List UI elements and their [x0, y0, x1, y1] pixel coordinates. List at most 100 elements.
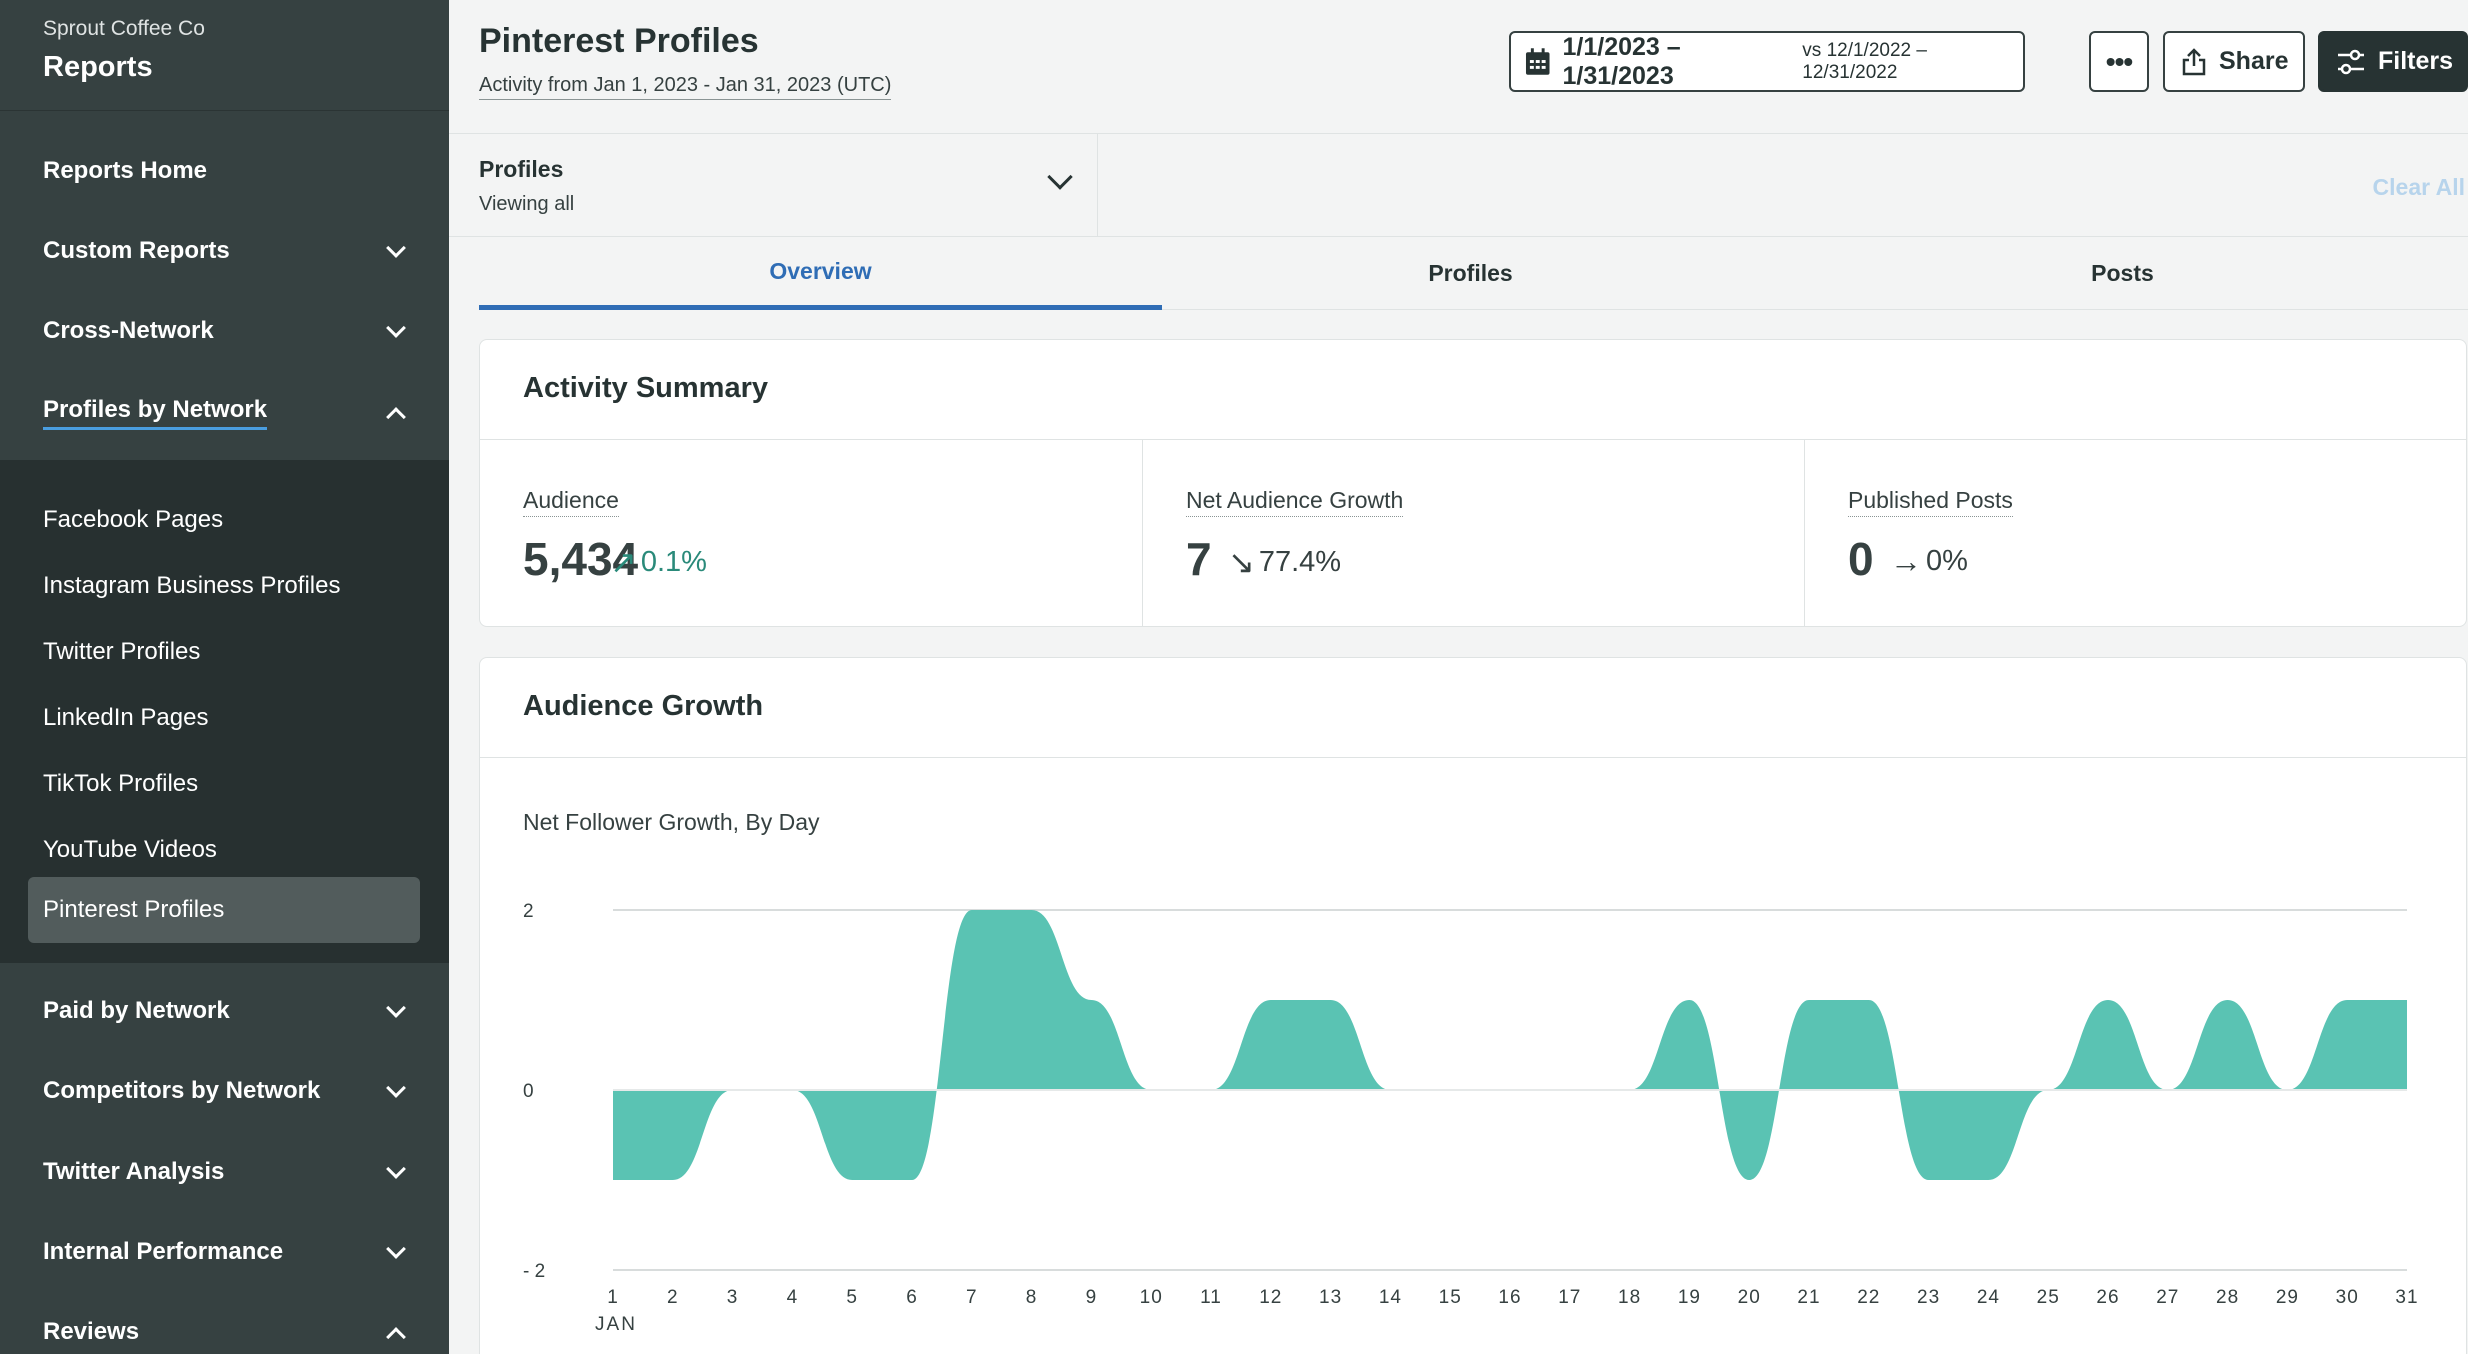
- activity-summary-title: Activity Summary: [523, 372, 768, 404]
- trend-down-icon: ↘: [1228, 544, 1255, 580]
- x-tick-label: 6: [906, 1287, 918, 1308]
- stat-audience: Audience 5,434 ↗ 0.1%: [480, 440, 1142, 627]
- chevron-up-icon: [386, 1327, 406, 1347]
- sidebar-subitem-tiktok-profiles[interactable]: TikTok Profiles: [43, 770, 199, 797]
- sidebar-subitem-pinterest-profiles[interactable]: Pinterest Profiles: [28, 877, 420, 943]
- chevron-down-icon: [386, 1239, 406, 1259]
- x-tick-label: 12: [1259, 1287, 1282, 1308]
- report-tabs: Overview Profiles Posts: [479, 237, 2468, 310]
- more-options-button[interactable]: •••: [2089, 31, 2149, 92]
- sidebar: Sprout Coffee Co Reports Reports Home Cu…: [0, 0, 449, 1354]
- sidebar-item-twitter-analysis[interactable]: Twitter Analysis: [43, 1153, 409, 1193]
- x-tick-label: 14: [1379, 1287, 1402, 1308]
- sidebar-item-profiles-by-network[interactable]: Profiles by Network: [43, 393, 409, 433]
- y-tick-label: 2: [523, 901, 534, 922]
- x-tick-label: 21: [1797, 1287, 1820, 1308]
- org-name: Sprout Coffee Co: [43, 17, 205, 40]
- x-tick-label: 11: [1200, 1287, 1222, 1308]
- stat-published-posts: Published Posts 0 → 0%: [1804, 440, 2466, 627]
- sidebar-item-label: Twitter Analysis: [43, 1157, 225, 1185]
- date-range-button[interactable]: 1/1/2023 – 1/31/2023 vs 12/1/2022 – 12/3…: [1509, 31, 2025, 92]
- x-tick-label: 9: [1086, 1287, 1098, 1308]
- sidebar-item-reports-home[interactable]: Reports Home: [43, 152, 409, 192]
- main-content: Pinterest Profiles Activity from Jan 1, …: [449, 0, 2468, 1354]
- profiles-filter-dropdown[interactable]: Profiles Viewing all: [449, 134, 1098, 236]
- trend-flat-icon: →: [1890, 543, 1922, 579]
- audience-growth-title: Audience Growth: [523, 690, 764, 722]
- sidebar-item-internal-performance[interactable]: Internal Performance: [43, 1233, 409, 1273]
- filters-label: Filters: [2378, 47, 2454, 75]
- sidebar-subitem-linkedin-pages[interactable]: LinkedIn Pages: [43, 704, 209, 731]
- tab-profiles[interactable]: Profiles: [1428, 260, 1513, 286]
- profiles-filter-value: Viewing all: [479, 193, 575, 215]
- chevron-down-icon: [386, 1159, 406, 1179]
- x-tick-label: 7: [966, 1287, 978, 1308]
- sidebar-subitem-twitter-profiles[interactable]: Twitter Profiles: [43, 638, 201, 665]
- series-area: [613, 910, 2407, 1180]
- stat-change: ↘ 77.4%: [1228, 543, 1341, 581]
- compare-range-label: vs 12/1/2022 – 12/31/2022: [1802, 39, 1927, 83]
- x-tick-label: 17: [1558, 1287, 1581, 1308]
- stat-change-value: 0%: [1926, 545, 1968, 577]
- sidebar-subitem-facebook-pages[interactable]: Facebook Pages: [43, 506, 224, 533]
- x-tick-label: 18: [1618, 1287, 1641, 1308]
- x-tick-label: 25: [2037, 1287, 2060, 1308]
- y-tick-label: - 2: [523, 1261, 545, 1282]
- x-tick-label: 4: [787, 1287, 799, 1308]
- sidebar-header: Sprout Coffee Co Reports: [0, 0, 449, 111]
- share-label: Share: [2219, 47, 2289, 75]
- page-subtitle: Activity from Jan 1, 2023 - Jan 31, 2023…: [479, 74, 892, 100]
- sidebar-item-custom-reports[interactable]: Custom Reports: [43, 232, 409, 272]
- x-tick-label: 22: [1857, 1287, 1880, 1308]
- profiles-filter-label: Profiles: [479, 156, 564, 182]
- sidebar-item-label: Cross-Network: [43, 316, 214, 344]
- stat-value: 5,434: [523, 533, 639, 585]
- x-tick-label: 19: [1678, 1287, 1701, 1308]
- stat-label[interactable]: Net Audience Growth: [1186, 487, 1404, 517]
- sidebar-title: Reports: [43, 51, 153, 83]
- chevron-down-icon: [386, 238, 406, 258]
- x-tick-label: 24: [1977, 1287, 2000, 1308]
- sidebar-item-label: Reviews: [43, 1317, 140, 1345]
- x-tick-label: 16: [1498, 1287, 1521, 1308]
- x-tick-label: 26: [2096, 1287, 2119, 1308]
- filters-button[interactable]: Filters: [2318, 31, 2468, 92]
- sidebar-item-label: Internal Performance: [43, 1237, 284, 1265]
- filter-bar: Profiles Viewing all Clear All: [449, 133, 2468, 237]
- stat-value: 7: [1186, 533, 1212, 585]
- sidebar-item-competitors-by-network[interactable]: Competitors by Network: [43, 1072, 409, 1112]
- clear-all-button[interactable]: Clear All: [2372, 174, 2465, 200]
- y-tick-label: 0: [523, 1081, 534, 1102]
- x-tick-label: 15: [1439, 1287, 1462, 1308]
- sidebar-item-label: Competitors by Network: [43, 1076, 321, 1104]
- sidebar-item-label: Reports Home: [43, 156, 208, 184]
- more-icon: •••: [2105, 45, 2133, 77]
- chevron-down-icon: [386, 1078, 406, 1098]
- x-tick-label: 8: [1026, 1287, 1038, 1308]
- stat-label[interactable]: Published Posts: [1848, 487, 2013, 517]
- audience-growth-card: Audience Growth Net Follower Growth, By …: [479, 657, 2467, 1354]
- sidebar-item-reviews[interactable]: Reviews: [43, 1313, 409, 1353]
- x-axis-month-label: JAN: [595, 1314, 637, 1335]
- calendar-icon: [1525, 47, 1550, 75]
- sidebar-subitem-youtube-videos[interactable]: YouTube Videos: [43, 836, 217, 863]
- tab-posts[interactable]: Posts: [2091, 260, 2154, 286]
- x-tick-label: 27: [2156, 1287, 2179, 1308]
- stat-label[interactable]: Audience: [523, 487, 619, 517]
- stat-value: 0: [1848, 533, 1874, 585]
- share-button[interactable]: Share: [2163, 31, 2305, 92]
- x-tick-label: 2: [667, 1287, 679, 1308]
- x-tick-label: 10: [1140, 1287, 1163, 1308]
- page-title: Pinterest Profiles: [479, 22, 759, 60]
- x-tick-label: 28: [2216, 1287, 2239, 1308]
- trend-up-icon: ↗: [610, 544, 637, 580]
- sidebar-item-label: Custom Reports: [43, 236, 230, 264]
- chevron-down-icon: [386, 998, 406, 1018]
- sidebar-item-paid-by-network[interactable]: Paid by Network: [43, 992, 409, 1032]
- tab-overview[interactable]: Overview: [479, 237, 1162, 310]
- x-tick-label: 3: [727, 1287, 739, 1308]
- sidebar-item-cross-network[interactable]: Cross-Network: [43, 312, 409, 352]
- x-tick-label: 23: [1917, 1287, 1940, 1308]
- x-tick-label: 13: [1319, 1287, 1342, 1308]
- sidebar-subitem-instagram-business-profiles[interactable]: Instagram Business Profiles: [43, 572, 341, 599]
